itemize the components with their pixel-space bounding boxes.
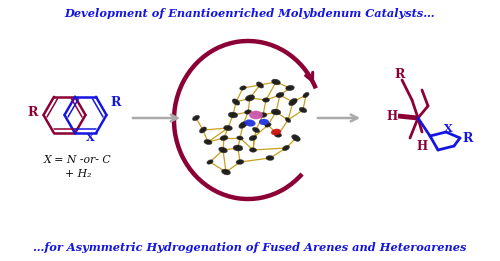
Ellipse shape	[271, 129, 281, 135]
Ellipse shape	[244, 110, 252, 114]
Text: R: R	[28, 106, 38, 120]
Ellipse shape	[232, 99, 240, 105]
Ellipse shape	[204, 139, 212, 145]
Text: H: H	[416, 139, 428, 152]
Ellipse shape	[256, 82, 264, 88]
Ellipse shape	[236, 159, 244, 164]
Text: + H₂: + H₂	[65, 169, 91, 179]
Ellipse shape	[292, 135, 300, 141]
Ellipse shape	[299, 107, 307, 113]
Text: R: R	[111, 96, 121, 109]
Ellipse shape	[250, 111, 262, 119]
Ellipse shape	[266, 156, 274, 161]
Ellipse shape	[239, 122, 247, 128]
Ellipse shape	[200, 127, 206, 133]
Ellipse shape	[282, 145, 290, 151]
Text: X: X	[86, 132, 95, 143]
Ellipse shape	[271, 109, 281, 115]
Ellipse shape	[218, 147, 228, 153]
Ellipse shape	[252, 127, 260, 133]
Text: X = N -or- C: X = N -or- C	[44, 155, 112, 165]
Ellipse shape	[276, 92, 284, 98]
Ellipse shape	[250, 148, 256, 152]
Text: R: R	[463, 133, 473, 145]
Text: R: R	[395, 68, 405, 80]
Ellipse shape	[249, 135, 257, 141]
Ellipse shape	[228, 112, 238, 118]
Ellipse shape	[259, 112, 267, 117]
Text: …for Asymmetric Hydrogenation of Fused Arenes and Heteroarenes: …for Asymmetric Hydrogenation of Fused A…	[34, 242, 467, 253]
Ellipse shape	[233, 145, 243, 151]
Ellipse shape	[244, 120, 256, 126]
Ellipse shape	[285, 117, 291, 122]
Ellipse shape	[220, 135, 228, 141]
Ellipse shape	[246, 95, 254, 101]
Ellipse shape	[303, 92, 309, 98]
Ellipse shape	[274, 133, 281, 137]
Ellipse shape	[265, 123, 271, 127]
Ellipse shape	[222, 169, 230, 175]
Ellipse shape	[240, 86, 246, 90]
Text: Development of Enantioenriched Molybdenum Catalysts…: Development of Enantioenriched Molybdenu…	[64, 8, 436, 19]
Ellipse shape	[237, 136, 243, 140]
Ellipse shape	[192, 115, 200, 121]
Ellipse shape	[207, 160, 213, 164]
Ellipse shape	[286, 85, 294, 91]
Text: X: X	[444, 122, 452, 133]
Ellipse shape	[224, 125, 232, 131]
Ellipse shape	[289, 98, 297, 106]
Ellipse shape	[262, 98, 270, 102]
Text: H: H	[386, 110, 398, 122]
Ellipse shape	[259, 119, 269, 125]
Ellipse shape	[272, 79, 280, 85]
